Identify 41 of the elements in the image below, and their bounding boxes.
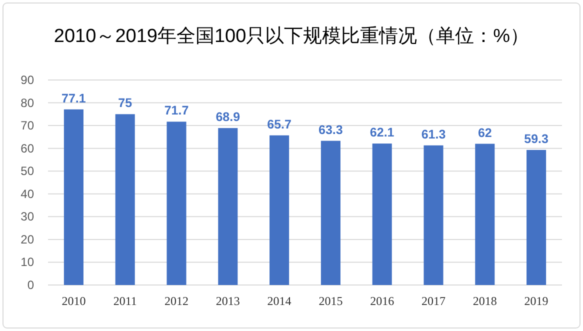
y-tick-label: 80 <box>20 96 34 110</box>
x-tick-label: 2015 <box>318 294 343 308</box>
x-tick-label: 2016 <box>370 294 394 308</box>
bar <box>475 144 495 285</box>
y-tick-label: 40 <box>20 186 34 201</box>
data-label: 62.1 <box>370 126 394 140</box>
y-tick-label: 0 <box>27 278 34 292</box>
bar <box>320 140 340 285</box>
x-tick-label: 2012 <box>164 294 188 308</box>
data-label: 59.3 <box>524 132 549 146</box>
data-label: 65.7 <box>267 117 292 132</box>
data-label: 61.3 <box>421 127 446 142</box>
x-tick-label: 2018 <box>472 294 497 308</box>
data-label: 75 <box>118 96 132 110</box>
y-tick-label: 30 <box>20 210 34 224</box>
data-label: 62 <box>478 126 492 140</box>
x-tick-label: 2013 <box>216 294 240 308</box>
x-tick-label: 2011 <box>113 294 137 308</box>
bar <box>218 128 238 285</box>
bar <box>372 144 392 285</box>
chart-title: 2010～2019年全国100只以下规模比重情况（单位：%） <box>54 26 530 47</box>
y-tick-label: 90 <box>20 73 34 87</box>
bar <box>115 114 135 285</box>
x-tick-label: 2017 <box>422 294 446 308</box>
y-tick-label: 60 <box>20 141 34 156</box>
bar <box>424 145 444 285</box>
bar <box>64 109 84 285</box>
x-tick-label: 2010 <box>62 294 86 308</box>
data-label: 77.1 <box>62 91 86 106</box>
data-label: 68.9 <box>216 110 240 124</box>
data-label: 63.3 <box>318 122 343 137</box>
bar <box>270 135 290 285</box>
bar <box>526 150 546 285</box>
data-label: 71.7 <box>164 104 189 118</box>
y-tick-label: 10 <box>20 255 34 270</box>
y-tick-label: 20 <box>20 232 34 246</box>
y-tick-label: 50 <box>20 164 34 178</box>
x-tick-label: 2019 <box>524 294 548 308</box>
bar <box>166 122 186 285</box>
y-tick-label: 70 <box>20 118 34 133</box>
x-tick-label: 2014 <box>267 294 292 308</box>
